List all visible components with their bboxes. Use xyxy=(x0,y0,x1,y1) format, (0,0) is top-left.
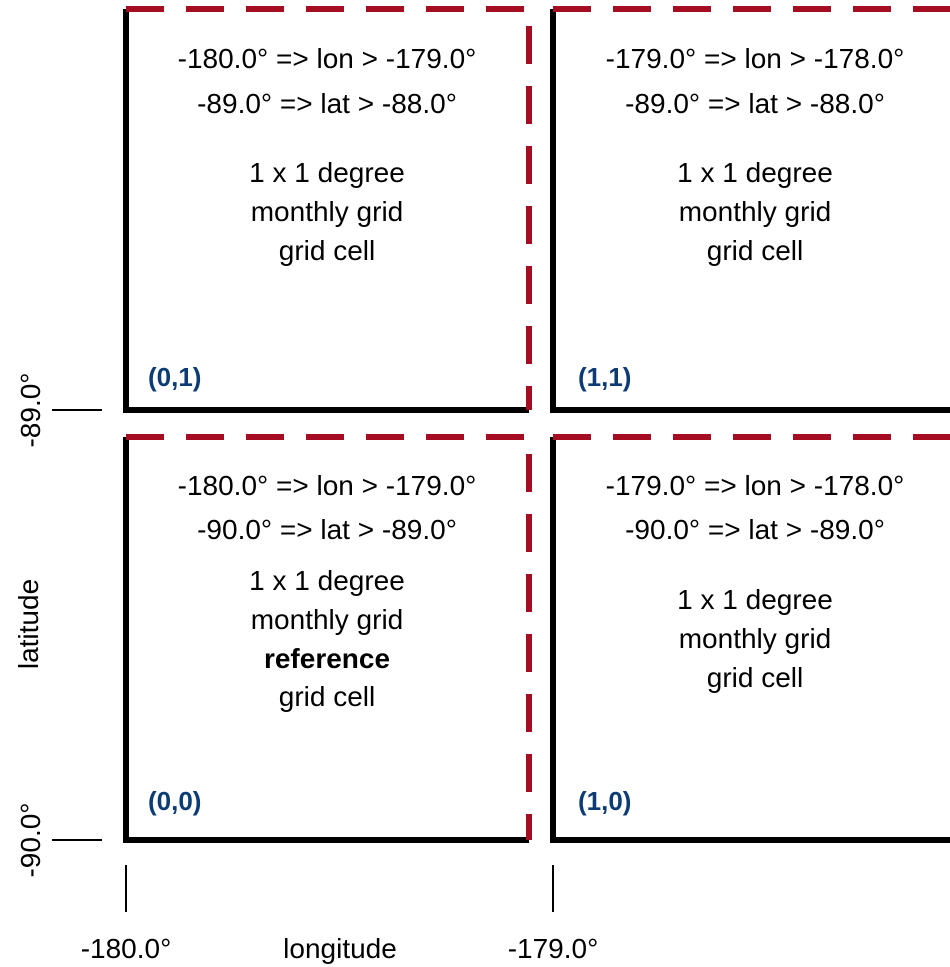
lat-range-text: -90.0° => lat > -89.0° xyxy=(625,514,885,545)
y-tick-label: -89.0° xyxy=(15,372,46,447)
cell-index-label: (0,1) xyxy=(148,362,201,392)
grid-cell-1-0: -179.0° => lon > -178.0° -90.0° => lat >… xyxy=(550,434,950,843)
x-tick-label: -179.0° xyxy=(508,933,599,964)
cell-solid-border xyxy=(550,9,950,413)
cell-desc-line4: grid cell xyxy=(279,681,375,712)
cell-desc-line3: grid cell xyxy=(279,235,375,266)
cell-desc-line2: monthly grid xyxy=(251,196,404,227)
cell-index-label: (1,0) xyxy=(578,786,631,816)
cell-desc-line1: 1 x 1 degree xyxy=(249,565,405,596)
y-tick-label: -90.0° xyxy=(15,802,46,877)
cell-index-label: (0,0) xyxy=(148,786,201,816)
cell-solid-border xyxy=(123,437,529,843)
y-axis-label: latitude xyxy=(13,579,44,669)
cell-desc-line1: 1 x 1 degree xyxy=(677,157,833,188)
lon-range-text: -180.0° => lon > -179.0° xyxy=(178,470,477,501)
cell-desc-line3: grid cell xyxy=(707,662,803,693)
lat-range-text: -89.0° => lat > -88.0° xyxy=(625,88,885,119)
cell-solid-border xyxy=(550,437,950,843)
cell-dashed-border xyxy=(126,6,532,410)
cell-desc-line2: monthly grid xyxy=(251,604,404,635)
cell-desc-line3: grid cell xyxy=(707,235,803,266)
lon-range-text: -179.0° => lon > -178.0° xyxy=(606,470,905,501)
x-axis-label: longitude xyxy=(283,933,397,964)
grid-cell-1-1: -179.0° => lon > -178.0° -89.0° => lat >… xyxy=(550,6,950,413)
cell-dashed-border xyxy=(126,434,532,840)
lon-range-text: -180.0° => lon > -179.0° xyxy=(178,43,477,74)
lat-range-text: -90.0° => lat > -89.0° xyxy=(197,514,457,545)
cell-solid-border xyxy=(123,9,529,413)
cell-desc-line2: monthly grid xyxy=(679,196,832,227)
grid-cell-0-0: -180.0° => lon > -179.0° -90.0° => lat >… xyxy=(123,434,532,843)
y-axis: -89.0° -90.0° latitude xyxy=(13,372,102,878)
reference-label: reference xyxy=(264,643,390,674)
x-tick-label: -180.0° xyxy=(81,933,172,964)
cell-index-label: (1,1) xyxy=(578,362,631,392)
cell-desc-line1: 1 x 1 degree xyxy=(249,157,405,188)
cell-desc-line1: 1 x 1 degree xyxy=(677,584,833,615)
grid-cell-0-1: -180.0° => lon > -179.0° -89.0° => lat >… xyxy=(123,6,532,413)
lat-range-text: -89.0° => lat > -88.0° xyxy=(197,88,457,119)
cell-desc-line2: monthly grid xyxy=(679,623,832,654)
lon-range-text: -179.0° => lon > -178.0° xyxy=(606,43,905,74)
x-axis: -180.0° -179.0° longitude xyxy=(81,865,599,964)
